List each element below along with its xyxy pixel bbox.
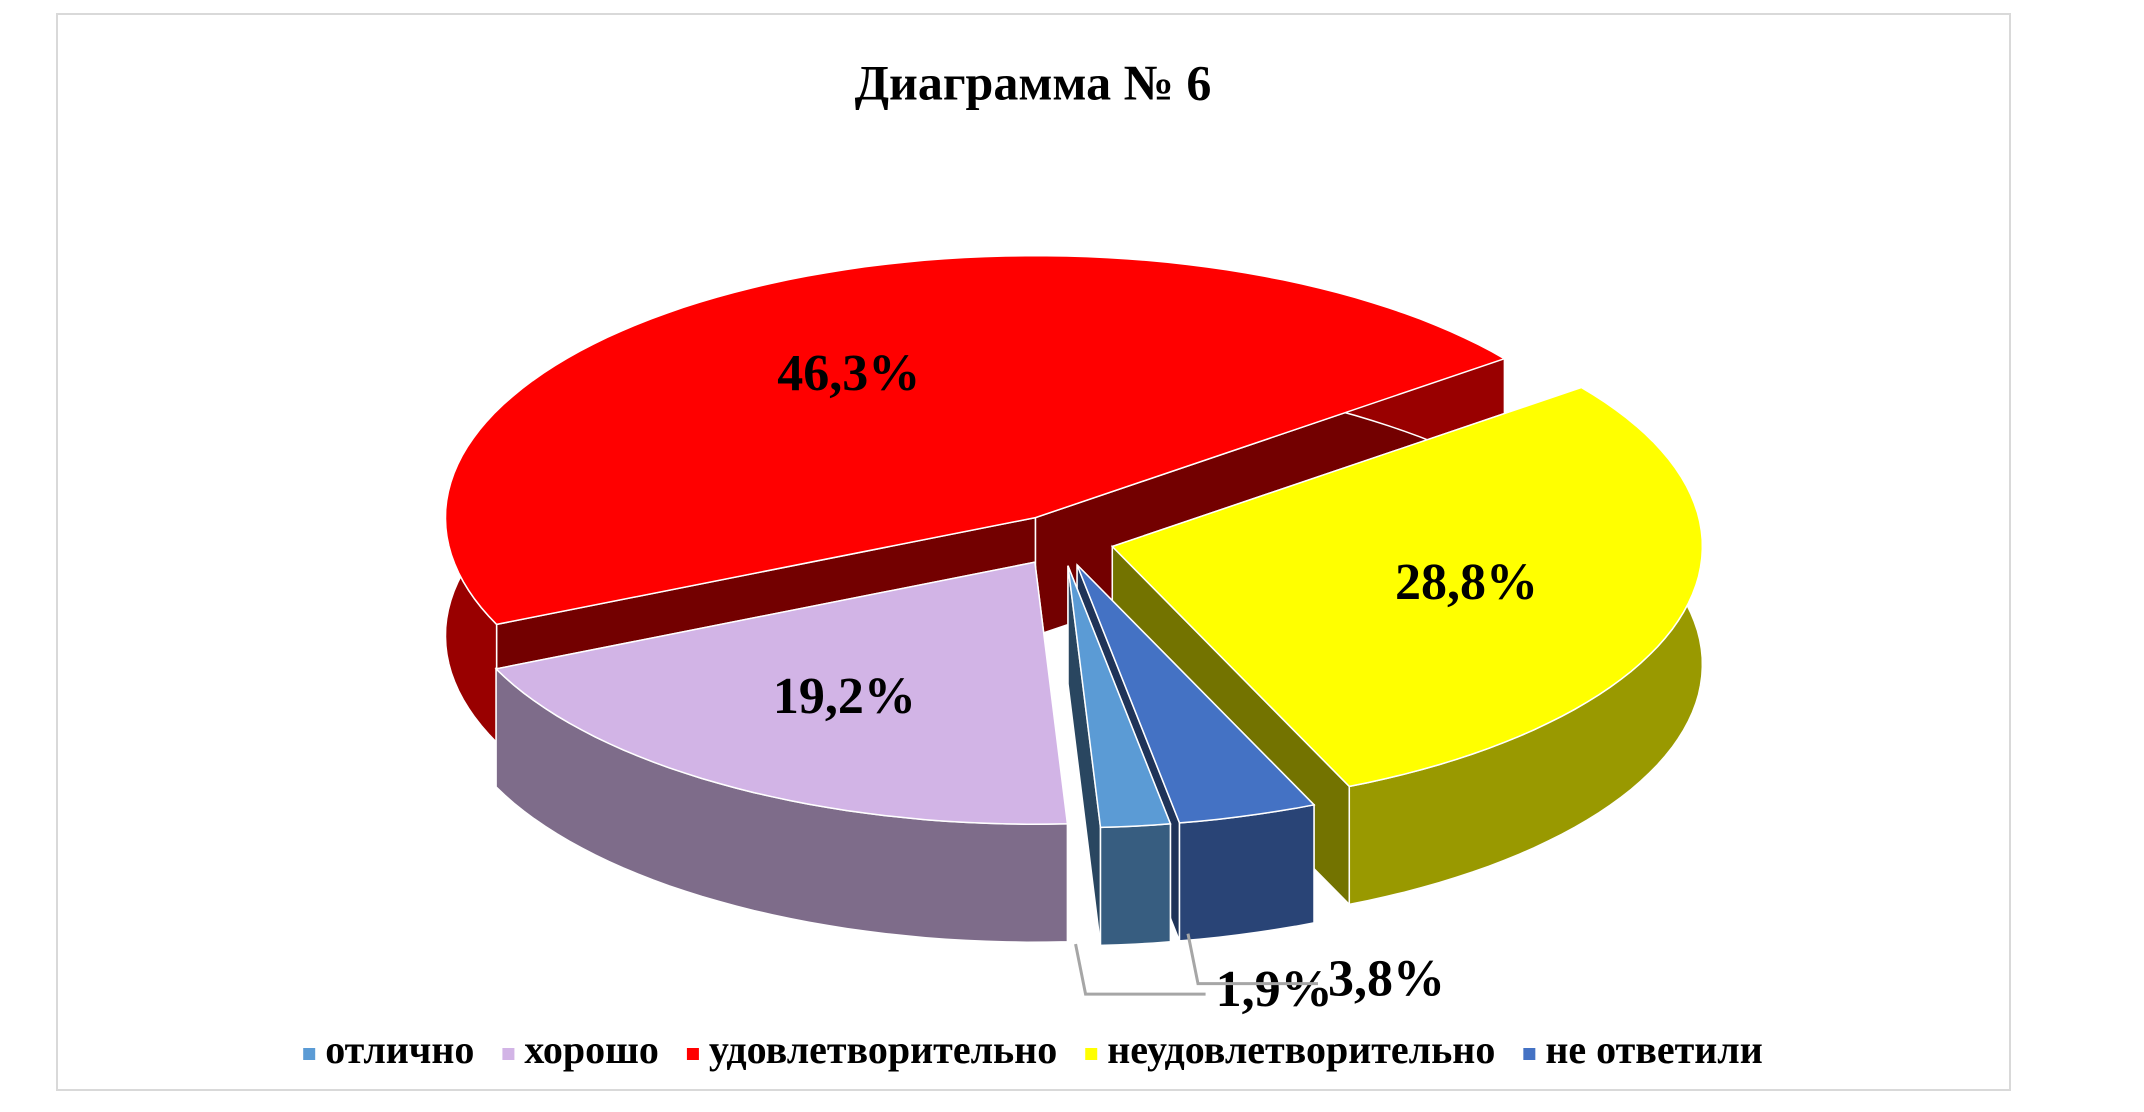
data-label: 3,8% (1328, 951, 1445, 1008)
legend-label: не ответили (1545, 1027, 1762, 1072)
slice-top (494, 561, 1069, 825)
legend-marker (1523, 1048, 1536, 1060)
slice-top (1076, 564, 1316, 824)
pie: 1,9% 19,2% 46,3% 28,8% 3,8% (444, 254, 1704, 1018)
slice-top (1110, 386, 1704, 788)
data-label: 28,8% (1395, 554, 1538, 611)
pie-slice (494, 561, 1069, 943)
leader-line (1074, 943, 1206, 996)
legend-marker (502, 1048, 515, 1060)
legend-label: хорошо (524, 1027, 659, 1072)
legend-label: неудовлетворительно (1107, 1027, 1495, 1072)
data-label: 46,3% (777, 345, 920, 402)
legend: отлично хорошо удовлетворительно неудовлетв… (303, 1027, 1763, 1072)
chart-title: Диаграмма № 6 (855, 54, 1212, 110)
slice-wall (1178, 803, 1315, 942)
legend-marker (303, 1048, 316, 1060)
slice-wall (1099, 822, 1172, 947)
legend-marker (686, 1048, 699, 1060)
legend-label: отлично (325, 1027, 474, 1072)
legend-marker (1085, 1048, 1098, 1060)
leader-line (1186, 933, 1318, 986)
pie-slice (1067, 565, 1172, 947)
data-label: 1,9% (1216, 961, 1333, 1018)
legend-label: удовлетворительно (709, 1027, 1057, 1072)
data-label: 19,2% (773, 668, 916, 725)
slice-top (1067, 565, 1172, 829)
slice-top (444, 254, 1507, 626)
